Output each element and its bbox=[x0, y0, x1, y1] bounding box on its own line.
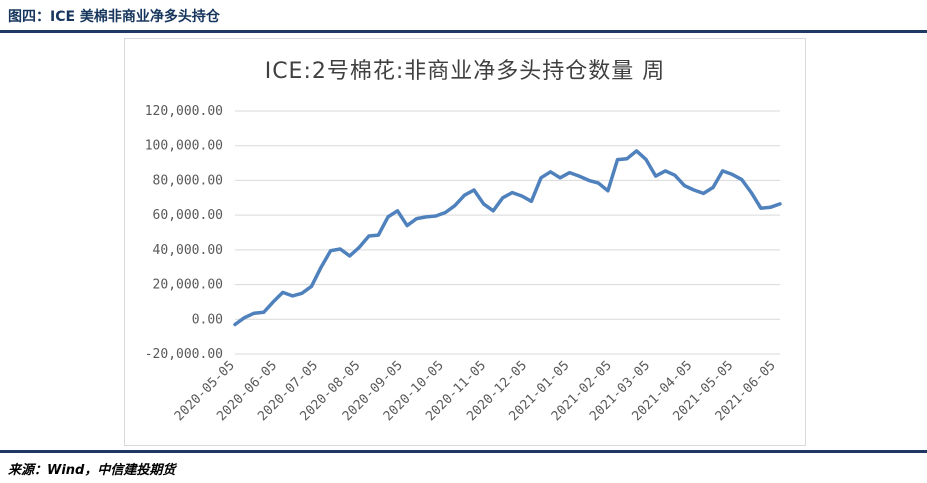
figure-header: 图四：ICE 美棉非商业净多头持仓 bbox=[8, 9, 220, 25]
y-tick-label: 60,000.00 bbox=[153, 208, 223, 223]
chart-title: ICE:2号棉花:非商业净多头持仓数量 周 bbox=[264, 59, 666, 84]
y-tick-label: 120,000.00 bbox=[145, 104, 223, 119]
y-tick-label: 80,000.00 bbox=[153, 173, 223, 188]
y-tick-label: 40,000.00 bbox=[153, 243, 223, 258]
y-tick-label: 20,000.00 bbox=[153, 278, 223, 293]
y-tick-label: 100,000.00 bbox=[145, 139, 223, 154]
top-divider bbox=[0, 30, 927, 33]
source-note: 来源：Wind，中信建投期货 bbox=[8, 463, 176, 478]
y-axis-ticks: -20,000.00 0.00 20,000.00 40,000.00 60,000.0… bbox=[145, 104, 223, 362]
x-axis-ticks: 2020-05-052020-06-052020-07-052020-08-05… bbox=[172, 358, 779, 424]
series-line bbox=[233, 149, 782, 327]
chart-frame: ICE:2号棉花:非商业净多头持仓数量 周 -20,000.00 0.00 20,0… bbox=[124, 38, 806, 446]
gridlines bbox=[235, 110, 780, 355]
y-tick-label: -20,000.00 bbox=[145, 347, 223, 362]
chart-plot: -20,000.00 0.00 20,000.00 40,000.00 60,000.0… bbox=[145, 104, 782, 424]
series-layer bbox=[233, 149, 782, 327]
y-tick-label: 0.00 bbox=[192, 312, 223, 327]
bottom-divider bbox=[0, 450, 927, 453]
